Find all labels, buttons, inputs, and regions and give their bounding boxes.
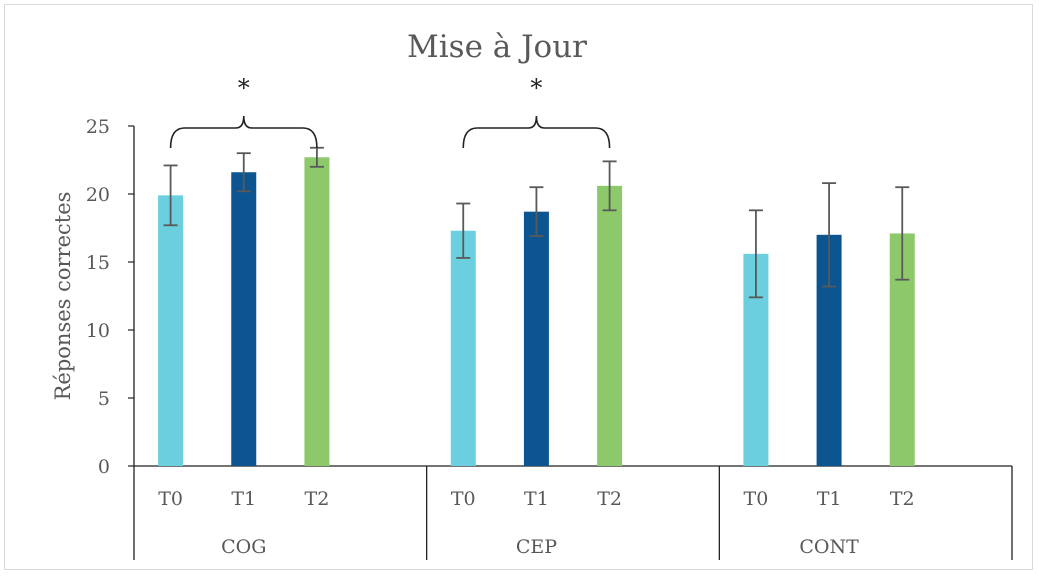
y-tick-label: 25	[86, 116, 110, 138]
bar-cep-t0	[451, 231, 476, 466]
x-tick-label: T0	[744, 488, 769, 510]
significance-label: *	[530, 74, 542, 102]
bar-cep-t2	[597, 186, 622, 466]
bar-cep-t1	[524, 212, 549, 466]
y-tick-label: 5	[98, 388, 110, 410]
x-tick-label: T2	[597, 488, 622, 510]
x-tick-label: T0	[451, 488, 476, 510]
bar-cog-t0	[158, 195, 183, 466]
bar-cog-t2	[304, 157, 329, 466]
group-label: COG	[221, 536, 266, 558]
x-tick-label: T2	[890, 488, 915, 510]
significance-brace	[463, 116, 609, 148]
group-label: CEP	[516, 536, 557, 558]
significance-markers: * *	[171, 74, 610, 148]
y-tick-label: 15	[86, 252, 110, 274]
axes	[128, 126, 1012, 560]
chart-title: Mise à Jour	[407, 29, 587, 65]
y-axis-label: Réponses correctes	[51, 192, 75, 401]
significance-brace	[171, 116, 317, 148]
x-tick-label: T1	[231, 488, 256, 510]
y-tick-label: 20	[86, 184, 110, 206]
tick-labels: 0 5 10 15 20 25 T0 T1 T2 COG T0 T1 T2 CEP T0 T1 T2 CONT	[86, 116, 915, 558]
x-tick-label: T2	[305, 488, 330, 510]
x-tick-label: T1	[524, 488, 549, 510]
x-tick-label: T1	[817, 488, 842, 510]
significance-label: *	[238, 74, 250, 102]
y-tick-label: 10	[86, 320, 110, 342]
group-label: CONT	[799, 536, 859, 558]
y-tick-label: 0	[98, 456, 110, 478]
x-tick-label: T0	[158, 488, 183, 510]
bar-cog-t1	[231, 172, 256, 466]
